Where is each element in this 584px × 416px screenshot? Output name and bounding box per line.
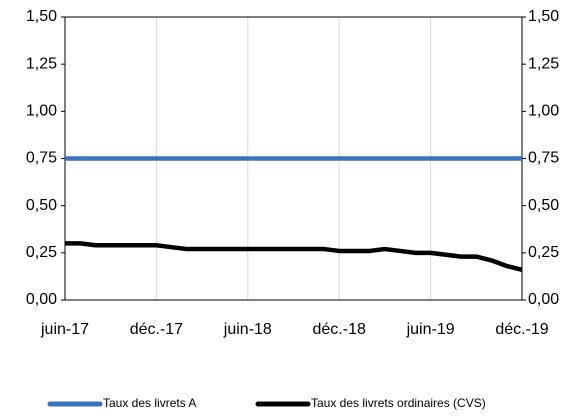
x-tick-label: juin-17 <box>40 321 89 338</box>
y2-tick-label: 1,25 <box>528 55 559 72</box>
y2-tick-label: 0,50 <box>528 197 559 214</box>
y2-tick-label: 0,75 <box>528 150 559 167</box>
y2-tick-label: 1,00 <box>528 103 559 120</box>
y-tick-label: 0,25 <box>26 244 57 261</box>
legend-label: Taux des livrets A <box>103 396 196 410</box>
y-tick-label: 1,00 <box>26 103 57 120</box>
x-tick-label: déc.-17 <box>130 321 183 338</box>
x-tick-label: juin-19 <box>406 321 455 338</box>
line-series <box>65 241 523 272</box>
y-tick-label: 0,75 <box>26 150 57 167</box>
y2-tick-label: 0,25 <box>528 244 559 261</box>
y-tick-label: 1,50 <box>26 8 57 25</box>
y2-tick-label: 0,00 <box>528 291 559 308</box>
x-tick-label: déc.-18 <box>313 321 366 338</box>
legend-label: Taux des livrets ordinaires (CVS) <box>311 396 486 410</box>
x-tick-label: déc.-19 <box>495 321 548 338</box>
y-tick-label: 0,50 <box>26 197 57 214</box>
y-tick-label: 0,00 <box>26 291 57 308</box>
y2-tick-label: 1,50 <box>528 8 559 25</box>
y-tick-label: 1,25 <box>26 55 57 72</box>
x-tick-label: juin-18 <box>223 321 272 338</box>
